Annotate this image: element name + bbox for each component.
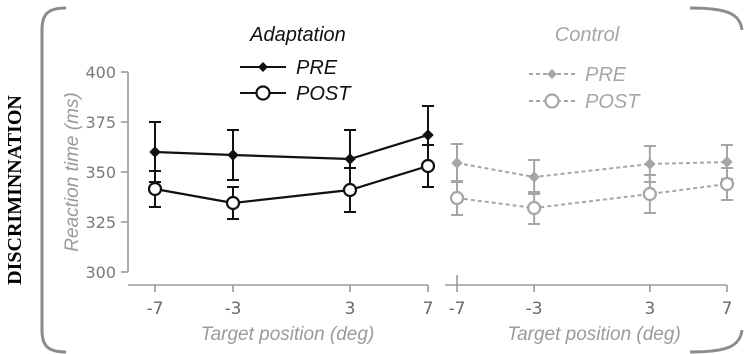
data-point (451, 157, 463, 169)
legend-marker-diamond (258, 62, 268, 72)
x-tick-label: 7 (423, 299, 434, 319)
x-tick-label: 3 (345, 299, 356, 319)
legend-entry-post: POST (529, 91, 641, 113)
frame-bracket-right (689, 6, 744, 31)
data-point (420, 158, 436, 174)
legend-label: PRE (296, 57, 338, 79)
legend-entry-pre: PRE (529, 64, 627, 86)
legend-marker-circle (255, 85, 271, 101)
chart-title: Control (555, 24, 620, 46)
series-post (147, 144, 436, 220)
x-axis-label: Target position (deg) (201, 324, 375, 345)
legend-entry-pre: PRE (240, 57, 338, 79)
data-point (147, 181, 163, 197)
frame-bracket (40, 6, 67, 354)
data-point (719, 176, 735, 192)
data-point (527, 200, 542, 216)
x-tick-label: -7 (449, 299, 466, 319)
series-post (449, 167, 735, 225)
y-tick-label: 325 (85, 213, 116, 232)
y-tick-label: 375 (85, 113, 116, 132)
data-point (225, 195, 241, 211)
data-point (342, 182, 358, 198)
x-tick-label: -3 (225, 299, 242, 319)
legend-label: PRE (585, 64, 627, 86)
data-point (642, 186, 657, 202)
y-tick-label: 350 (85, 163, 116, 182)
x-tick-label: -7 (147, 299, 164, 319)
data-point (227, 149, 239, 161)
data-point (528, 171, 540, 183)
data-point (422, 129, 434, 141)
legend-marker-circle (544, 93, 560, 109)
x-tick-label: -3 (526, 299, 543, 319)
data-point (721, 156, 733, 168)
data-point (644, 158, 656, 170)
y-tick-label: 300 (85, 263, 116, 282)
series-line (456, 161, 728, 179)
data-point (449, 190, 465, 206)
series-pre (149, 105, 434, 189)
legend-marker-diamond (547, 69, 557, 79)
legend-label: POST (296, 83, 352, 105)
chart-title: Adaptation (249, 24, 346, 46)
series-line (154, 133, 429, 161)
side-label: DISCRIMINNATION (4, 95, 26, 285)
frame-bracket-right-bottom (689, 329, 744, 354)
data-point (149, 146, 161, 158)
y-axis-label: Reaction time (ms) (62, 92, 83, 251)
x-tick-label: 7 (722, 299, 733, 319)
series-line (154, 164, 429, 205)
series-line (456, 183, 728, 210)
series-pre (451, 143, 733, 195)
x-tick-label: 3 (644, 299, 655, 319)
data-point (344, 153, 356, 165)
x-axis-label: Target position (deg) (507, 324, 681, 345)
legend-entry-post: POST (240, 83, 352, 105)
y-tick-label: 400 (85, 63, 116, 82)
legend-label: POST (585, 91, 641, 113)
panel-control: Control -7 -3 3 7 Target position (deg) PRE POS… (445, 24, 735, 345)
